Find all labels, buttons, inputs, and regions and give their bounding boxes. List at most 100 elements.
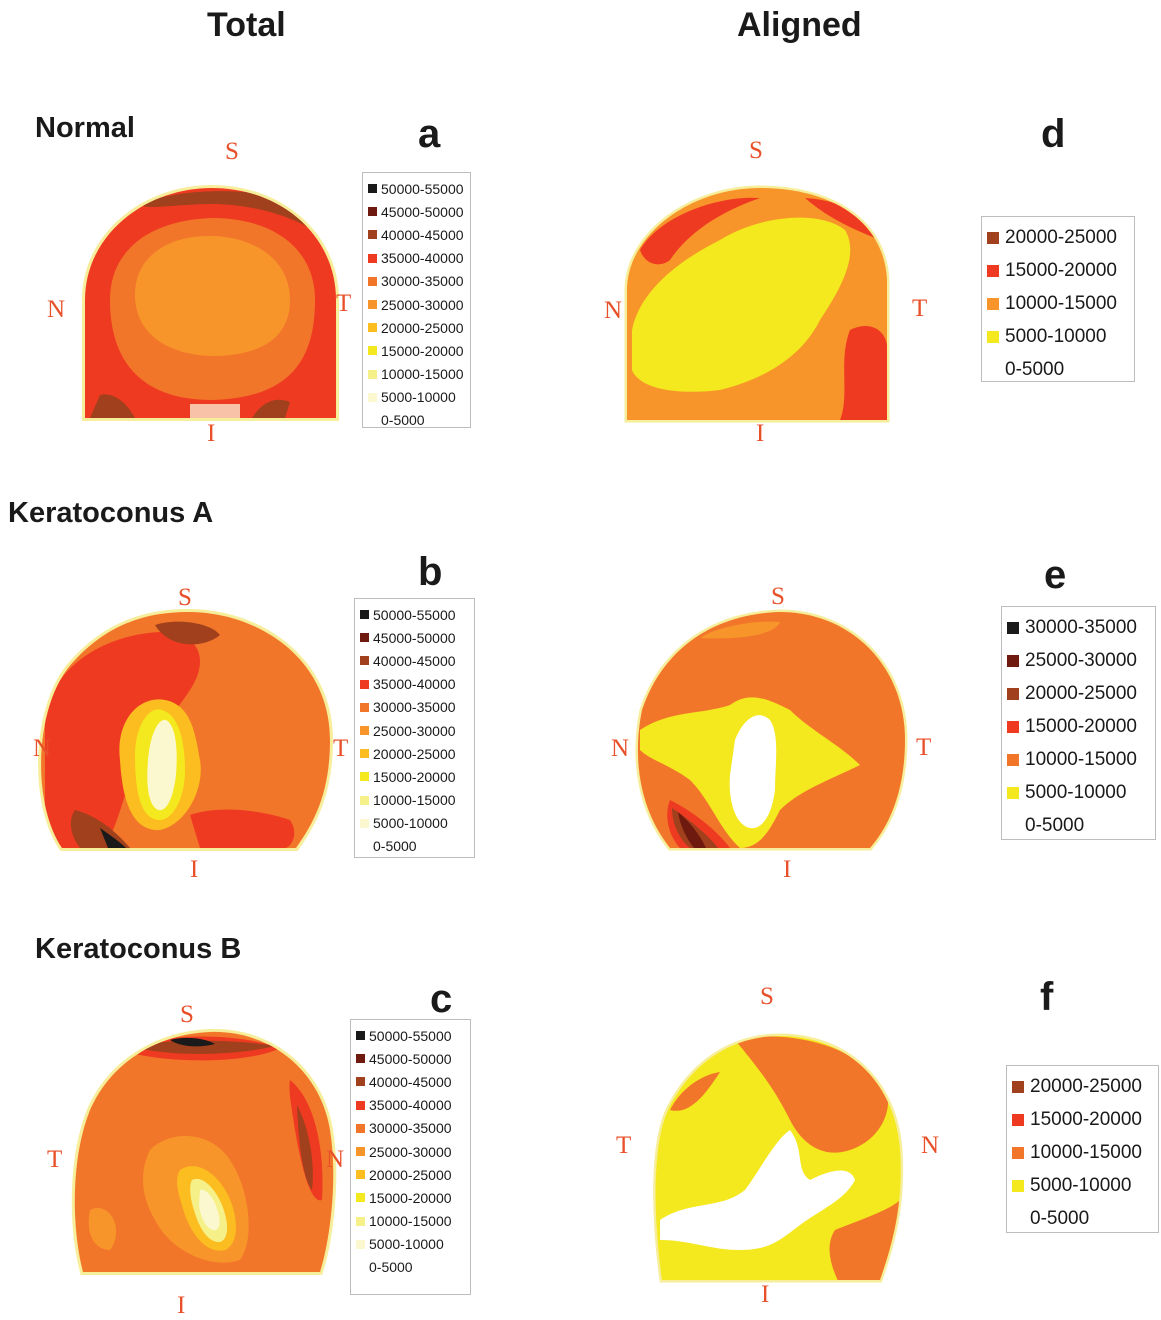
legend-a-swatch bbox=[368, 346, 377, 356]
legend-b: 50000-55000 45000-50000 40000-45000 35000-4… bbox=[354, 598, 475, 858]
legend-a-entry: 45000-50000 bbox=[368, 200, 464, 223]
legend-f-label: 10000-15000 bbox=[1030, 1141, 1142, 1163]
legend-b-label: 0-5000 bbox=[373, 838, 417, 855]
legend-b-entry: 15000-20000 bbox=[360, 765, 468, 788]
legend-f-entry: 10000-15000 bbox=[1012, 1136, 1152, 1169]
legend-f-entry: 20000-25000 bbox=[1012, 1070, 1152, 1103]
legend-d-swatch bbox=[987, 231, 999, 244]
legend-a-swatch bbox=[368, 207, 377, 217]
legend-e-swatch bbox=[1007, 819, 1019, 832]
legend-f-swatch bbox=[1012, 1212, 1024, 1225]
legend-b-swatch bbox=[360, 772, 369, 782]
legend-b-swatch bbox=[360, 702, 369, 712]
panel-letter-b: b bbox=[418, 550, 443, 594]
panel-e-right-label: T bbox=[916, 734, 932, 761]
legend-b-entry: 50000-55000 bbox=[360, 603, 468, 626]
legend-a-entry: 35000-40000 bbox=[368, 247, 464, 270]
map-e bbox=[635, 609, 908, 851]
panel-letter-a: a bbox=[418, 112, 441, 156]
legend-a-entry: 15000-20000 bbox=[368, 339, 464, 362]
legend-e-label: 15000-20000 bbox=[1025, 715, 1137, 737]
legend-f-label: 5000-10000 bbox=[1030, 1174, 1132, 1196]
legend-a-entry: 20000-25000 bbox=[368, 316, 464, 339]
panel-c-superior-label: S bbox=[180, 1001, 194, 1028]
legend-d-swatch bbox=[987, 297, 999, 310]
legend-d-swatch bbox=[987, 330, 999, 343]
legend-e-swatch bbox=[1007, 621, 1019, 634]
legend-c-entry: 45000-50000 bbox=[356, 1047, 464, 1070]
legend-f-swatch bbox=[1012, 1113, 1024, 1126]
column-title-aligned: Aligned bbox=[737, 6, 862, 44]
legend-c-swatch bbox=[356, 1031, 365, 1041]
legend-c: 50000-55000 45000-50000 40000-45000 35000-4… bbox=[350, 1019, 471, 1295]
legend-e-swatch bbox=[1007, 720, 1019, 733]
legend-b-entry: 10000-15000 bbox=[360, 789, 468, 812]
legend-c-entry: 15000-20000 bbox=[356, 1186, 464, 1209]
panel-d-left-label: N bbox=[604, 297, 623, 324]
legend-c-label: 20000-25000 bbox=[369, 1166, 452, 1183]
legend-f-label: 20000-25000 bbox=[1030, 1075, 1142, 1097]
legend-c-label: 45000-50000 bbox=[369, 1050, 452, 1067]
map-a bbox=[82, 184, 339, 421]
legend-e-swatch bbox=[1007, 753, 1019, 766]
legend-a-swatch bbox=[368, 369, 377, 379]
legend-b-label: 20000-25000 bbox=[373, 745, 456, 762]
legend-c-entry: 50000-55000 bbox=[356, 1024, 464, 1047]
legend-b-swatch bbox=[360, 726, 369, 736]
panel-f-right-label: N bbox=[921, 1132, 940, 1159]
legend-b-swatch bbox=[360, 656, 369, 666]
legend-a-label: 40000-45000 bbox=[381, 226, 464, 243]
panel-c-left-label: T bbox=[47, 1146, 63, 1173]
legend-b-label: 10000-15000 bbox=[373, 792, 456, 809]
legend-d-swatch bbox=[987, 264, 999, 277]
legend-e-entry: 10000-15000 bbox=[1007, 743, 1149, 776]
legend-b-label: 50000-55000 bbox=[373, 606, 456, 623]
legend-b-entry: 30000-35000 bbox=[360, 696, 468, 719]
legend-e-label: 0-5000 bbox=[1025, 814, 1085, 836]
panel-b-right-label: T bbox=[333, 735, 349, 762]
legend-a-label: 5000-10000 bbox=[381, 389, 456, 406]
legend-a-swatch bbox=[368, 300, 377, 310]
legend-c-entry: 40000-45000 bbox=[356, 1070, 464, 1093]
legend-a-swatch bbox=[368, 253, 377, 263]
panel-b-superior-label: S bbox=[178, 584, 192, 611]
legend-e-entry: 0-5000 bbox=[1007, 809, 1149, 842]
legend-e-swatch bbox=[1007, 654, 1019, 667]
legend-b-entry: 0-5000 bbox=[360, 835, 468, 858]
map-b bbox=[38, 608, 334, 851]
legend-c-swatch bbox=[356, 1077, 365, 1087]
legend-c-label: 10000-15000 bbox=[369, 1213, 452, 1230]
panel-f-inferior-label: I bbox=[761, 1281, 770, 1308]
legend-c-swatch bbox=[356, 1262, 365, 1272]
legend-c-label: 50000-55000 bbox=[369, 1027, 452, 1044]
legend-f-swatch bbox=[1012, 1179, 1024, 1192]
legend-b-swatch bbox=[360, 610, 369, 620]
legend-b-label: 40000-45000 bbox=[373, 652, 456, 669]
map-f bbox=[653, 1033, 904, 1283]
legend-b-swatch bbox=[360, 795, 369, 805]
legend-e-label: 20000-25000 bbox=[1025, 682, 1137, 704]
legend-b-swatch bbox=[360, 841, 369, 851]
legend-e-entry: 20000-25000 bbox=[1007, 677, 1149, 710]
legend-e-entry: 5000-10000 bbox=[1007, 776, 1149, 809]
panel-e-inferior-label: I bbox=[783, 856, 792, 883]
legend-a-label: 20000-25000 bbox=[381, 319, 464, 336]
legend-a-swatch bbox=[368, 415, 377, 425]
legend-c-entry: 0-5000 bbox=[356, 1256, 464, 1279]
legend-a-swatch bbox=[368, 392, 377, 402]
legend-d-swatch bbox=[987, 363, 999, 376]
legend-c-swatch bbox=[356, 1100, 365, 1110]
legend-c-label: 25000-30000 bbox=[369, 1143, 452, 1160]
legend-a: 50000-55000 45000-50000 40000-45000 35000-4… bbox=[362, 172, 471, 428]
row-title-normal: Normal bbox=[35, 112, 135, 144]
legend-d-entry: 15000-20000 bbox=[987, 254, 1128, 287]
column-title-total: Total bbox=[207, 6, 286, 44]
panel-f-left-label: T bbox=[616, 1132, 632, 1159]
legend-a-label: 35000-40000 bbox=[381, 250, 464, 267]
panel-b-inferior-label: I bbox=[190, 856, 199, 883]
legend-a-label: 10000-15000 bbox=[381, 366, 464, 383]
legend-b-label: 25000-30000 bbox=[373, 722, 456, 739]
panel-letter-f: f bbox=[1040, 975, 1054, 1019]
legend-b-label: 35000-40000 bbox=[373, 676, 456, 693]
legend-b-entry: 35000-40000 bbox=[360, 673, 468, 696]
